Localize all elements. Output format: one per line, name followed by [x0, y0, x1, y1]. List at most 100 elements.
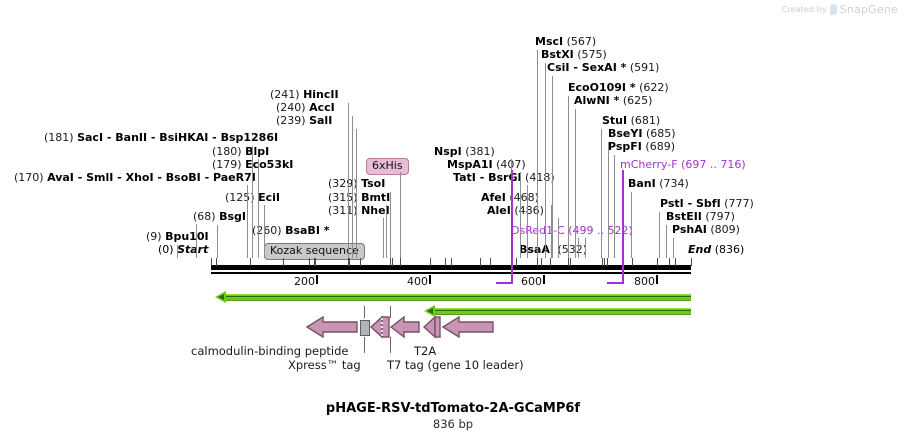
enzyme-label-nhei[interactable]: (311) NheI — [328, 204, 390, 217]
enzyme-label-stui[interactable]: StuI (681) — [602, 114, 661, 127]
feature-text-t2a[interactable]: T2A — [414, 344, 437, 358]
enzyme-label-acci[interactable]: (240) AccI — [276, 101, 335, 114]
enzyme-label-nspi[interactable]: NspI (381) — [434, 145, 495, 158]
ruler-tick-label-600: 600 — [521, 275, 542, 288]
enzyme-label-alwni[interactable]: AlwNI * (625) — [574, 94, 653, 107]
enzyme-label-alei[interactable]: AleI (486) — [487, 204, 544, 217]
snapgene-watermark: Created by SnapGene — [782, 3, 898, 16]
enzyme-label-bstxi[interactable]: BstXI (575) — [541, 48, 607, 61]
enzyme-label-pspfi[interactable]: PspFI (689) — [608, 140, 675, 153]
feature-arrow-small-left[interactable] — [369, 315, 390, 339]
feature-arrow-t2a[interactable] — [441, 315, 494, 339]
ruler-cut-tick — [675, 258, 676, 266]
enzyme-label-afei[interactable]: AfeI (468) — [481, 191, 539, 204]
enzyme-label-mspa1i[interactable]: MspA1I (407) — [447, 158, 526, 171]
feature-tick-t7-upper — [390, 306, 391, 318]
ruler-cut-tick — [516, 258, 517, 266]
primer-label-mcherry-f[interactable]: mCherry-F (697 .. 716) — [620, 158, 746, 171]
enzyme-label-msci[interactable]: MscI (567) — [535, 35, 597, 48]
enzyme-label-bsaai[interactable]: BsaAI (532) — [519, 243, 588, 256]
ruler-cut-tick — [570, 258, 571, 266]
ruler-tick-mark-400 — [429, 275, 431, 284]
orf-arrow-head-inner — [427, 308, 433, 314]
ruler-cut-tick — [390, 258, 391, 266]
leader-line — [575, 109, 576, 258]
leader-line — [390, 192, 391, 258]
feature-text-xpress-tag[interactable]: Xpress™ tag — [288, 358, 361, 372]
enzyme-label-bani[interactable]: BanI (734) — [628, 177, 689, 190]
leader-line — [196, 224, 197, 258]
feature-text-calmodulin-binding-peptide[interactable]: calmodulin-binding peptide — [191, 344, 349, 358]
enzyme-label-bsabi[interactable]: (260) BsaBI * — [252, 224, 330, 237]
snapgene-logo-icon — [829, 4, 837, 15]
ruler-cut-tick — [480, 258, 481, 266]
ruler-cut-tick — [430, 258, 431, 266]
feature-tick-t7 — [390, 337, 391, 353]
ruler-cut-tick — [445, 258, 446, 266]
enzyme-label-sali[interactable]: (239) SalI — [276, 114, 333, 127]
enzyme-label-bsteii[interactable]: BstEII (797) — [666, 210, 735, 223]
leader-line — [527, 185, 528, 258]
enzyme-label-avai[interactable]: (170) AvaI - SmlI - XhoI - BsoBI - PaeR7… — [14, 171, 256, 184]
leader-line — [520, 172, 521, 258]
ruler-cut-tick — [392, 258, 393, 266]
leader-line — [252, 146, 253, 258]
ruler-cut-tick — [451, 258, 452, 266]
primer-label-dsred1-c[interactable]: DsRed1-C (499 .. 522) — [511, 224, 633, 237]
enzyme-label-pshai[interactable]: PshAI (809) — [672, 223, 740, 236]
ruler-cut-tick — [216, 258, 217, 266]
watermark-created-by-label: Created by — [781, 5, 827, 14]
ruler-tick-mark-600 — [543, 275, 545, 284]
enzyme-label-ecoo109i[interactable]: EcoO109I * (622) — [568, 81, 669, 94]
enzyme-label-bsgi[interactable]: (68) BsgI — [193, 210, 246, 223]
enzyme-label-psti[interactable]: PstI - SbfI (777) — [660, 197, 754, 210]
primer-binding-bar[interactable] — [607, 282, 623, 284]
enzyme-label-hincii[interactable]: (241) HincII — [270, 88, 339, 101]
enzyme-label-saci[interactable]: (181) SacI - BanII - BsiHKAI - Bsp1286I — [44, 131, 279, 144]
primer-binding-bar[interactable] — [496, 282, 512, 284]
leader-line — [568, 96, 569, 258]
leader-line — [264, 205, 265, 258]
enzyme-label-bseyi[interactable]: BseYI (685) — [608, 127, 676, 140]
enzyme-label-bmti[interactable]: (315) BmtI — [328, 191, 391, 204]
enzyme-label-tati[interactable]: TatI - BsrGI (418) — [453, 171, 555, 184]
leader-line — [614, 155, 615, 258]
leader-line — [558, 218, 559, 258]
ruler-tick-mark-200 — [316, 275, 318, 284]
enzyme-label-csii[interactable]: CsiI - SexAI * (591) — [547, 61, 660, 74]
ruler-cut-tick — [691, 258, 692, 266]
ruler-cut-tick — [309, 258, 310, 266]
enzyme-label-tsoi[interactable]: (329) TsoI — [328, 177, 386, 190]
leader-line — [578, 238, 579, 258]
ruler-tick-label-200: 200 — [294, 275, 315, 288]
enzyme-label-bpu10i[interactable]: (9) Bpu10I — [146, 230, 209, 243]
ruler-cut-tick — [314, 258, 315, 266]
leader-line — [673, 238, 674, 258]
ruler-cut-tick — [604, 258, 605, 266]
feature-tick-xpress — [364, 337, 365, 353]
orf-arrow-head-inner — [218, 294, 224, 300]
enzyme-label-end[interactable]: End (836) — [688, 243, 745, 256]
feature-box-xpress-tag[interactable] — [360, 320, 370, 336]
feature-arrow-calmodulin-binding-peptide[interactable] — [305, 315, 358, 339]
ruler-cut-tick — [602, 258, 603, 266]
leader-line — [348, 103, 349, 258]
orf-arrow-lower[interactable] — [424, 305, 691, 317]
feature-arrow-t7-tag[interactable] — [389, 315, 420, 339]
orf-arrow-upper[interactable] — [215, 291, 691, 303]
orf-arrow-shaft — [225, 294, 691, 301]
leader-line — [585, 238, 586, 258]
feature-arrow-t2a-linker[interactable] — [422, 315, 441, 339]
enzyme-label-eco53ki[interactable]: (179) Eco53kI — [212, 158, 294, 171]
enzyme-label-start[interactable]: (0) Start — [158, 243, 209, 256]
ruler-tick-mark-800 — [656, 275, 658, 284]
watermark-brand-label: SnapGene — [839, 3, 898, 16]
enzyme-label-blpi[interactable]: (180) BlpI — [212, 145, 270, 158]
leader-line — [608, 142, 609, 258]
ruler-cut-tick — [400, 258, 401, 266]
feature-text-t7-tag-gene-10-leader[interactable]: T7 tag (gene 10 leader) — [387, 358, 524, 372]
ruler-tick-label-400: 400 — [407, 275, 428, 288]
ruler-cut-tick — [669, 258, 670, 266]
leader-line — [659, 212, 660, 258]
